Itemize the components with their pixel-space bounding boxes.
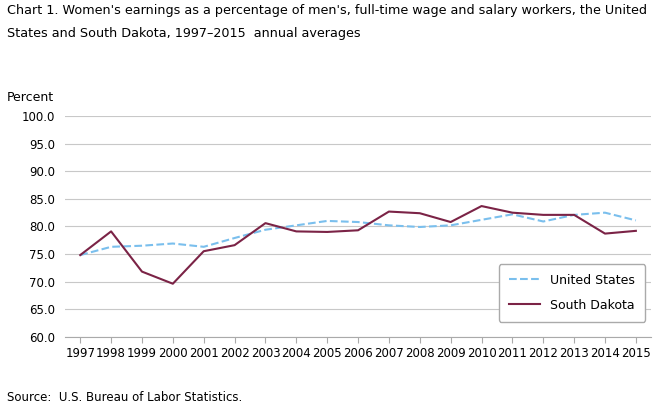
South Dakota (415, 211, 424, 216)
South Dakota (76, 253, 84, 257)
United States (415, 224, 424, 229)
South Dakota (447, 220, 455, 224)
United States (570, 213, 578, 217)
United States (632, 218, 640, 223)
United States (601, 210, 609, 215)
United States (385, 223, 393, 228)
United States (323, 219, 331, 224)
United States (261, 227, 269, 232)
United States (200, 244, 208, 249)
South Dakota (354, 228, 362, 233)
United States (107, 244, 115, 249)
United States (539, 219, 547, 224)
United States (508, 212, 516, 217)
Text: Chart 1. Women's earnings as a percentage of men's, full-time wage and salary wo: Chart 1. Women's earnings as a percentag… (7, 4, 647, 17)
United States (293, 223, 301, 228)
Line: United States: United States (80, 213, 636, 255)
South Dakota (601, 231, 609, 236)
South Dakota (539, 213, 547, 217)
United States (354, 220, 362, 224)
South Dakota (107, 229, 115, 234)
United States (478, 217, 486, 222)
United States (230, 235, 238, 240)
South Dakota (570, 213, 578, 217)
United States (138, 243, 146, 248)
South Dakota (230, 243, 238, 248)
Legend: United States, South Dakota: United States, South Dakota (499, 264, 645, 322)
South Dakota (138, 269, 146, 274)
Line: South Dakota: South Dakota (80, 206, 636, 284)
Text: Source:  U.S. Bureau of Labor Statistics.: Source: U.S. Bureau of Labor Statistics. (7, 391, 242, 404)
United States (169, 241, 177, 246)
Text: Percent: Percent (7, 91, 54, 104)
United States (447, 223, 455, 228)
South Dakota (261, 221, 269, 226)
Text: States and South Dakota, 1997–2015  annual averages: States and South Dakota, 1997–2015 annua… (7, 27, 360, 40)
South Dakota (169, 281, 177, 286)
South Dakota (293, 229, 301, 234)
South Dakota (508, 210, 516, 215)
South Dakota (632, 228, 640, 233)
United States (76, 253, 84, 257)
South Dakota (323, 230, 331, 235)
South Dakota (200, 249, 208, 254)
South Dakota (478, 204, 486, 208)
South Dakota (385, 209, 393, 214)
